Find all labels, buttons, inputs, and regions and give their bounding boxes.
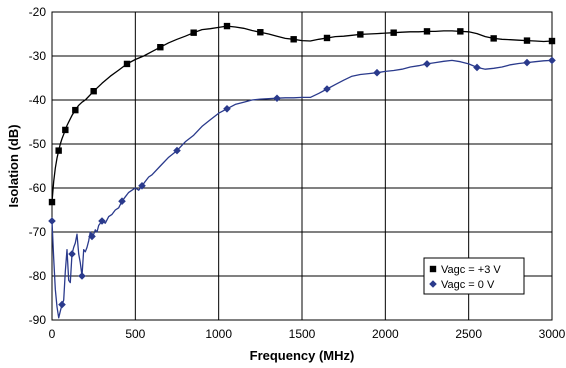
data-point-square (257, 29, 264, 36)
data-point-square (523, 37, 531, 44)
data-point-square (323, 34, 331, 42)
data-point-diamond (173, 146, 181, 155)
data-point-diamond (548, 56, 556, 65)
y-tick-label: -70 (29, 225, 47, 239)
plot-area (51, 11, 553, 321)
data-point-square (157, 44, 164, 51)
data-point-square (390, 29, 397, 36)
data-point-square (72, 106, 79, 114)
legend-label: Vagc = 0 V (441, 279, 495, 291)
data-point-diamond (223, 105, 231, 113)
series-line (51, 59, 553, 319)
data-point-diamond (273, 94, 281, 103)
y-tick-label: -80 (29, 269, 47, 283)
x-tick-label: 1500 (289, 327, 316, 341)
series-markers (48, 22, 556, 206)
data-point-diamond (523, 58, 531, 67)
y-tick-label: -60 (29, 181, 47, 195)
x-tick-label: 3000 (539, 327, 566, 341)
data-point-square (290, 36, 297, 43)
legend-entry: Vagc = 0 V (429, 279, 495, 291)
series-vagc-0v (48, 56, 556, 319)
data-point-square (190, 29, 197, 36)
data-point-diamond (138, 182, 146, 190)
x-tick-labels: 0 500 1000 1500 2000 2500 3000 (49, 327, 566, 341)
x-tick-label: 0 (49, 327, 56, 341)
data-point-diamond (68, 250, 76, 258)
legend: Vagc = +3 V Vagc = 0 V (423, 257, 525, 295)
series-layer (48, 22, 556, 319)
data-point-square (357, 31, 364, 38)
y-tick-label: -30 (29, 49, 47, 63)
x-axis-title: Frequency (MHz) (250, 348, 355, 363)
x-tick-label: 2500 (455, 327, 482, 341)
data-point-diamond (373, 68, 381, 77)
data-point-square (90, 88, 97, 95)
data-point-square (48, 198, 56, 206)
data-point-diamond (98, 217, 106, 225)
data-point-square (490, 35, 497, 42)
data-point-diamond (88, 232, 96, 241)
data-point-diamond (118, 197, 126, 205)
data-point-diamond (78, 272, 86, 280)
x-tick-label: 2000 (372, 327, 399, 341)
data-point-square (223, 22, 231, 30)
data-point-diamond (473, 63, 481, 72)
y-tick-labels: -20 -30 -40 -50 -60 -70 -80 -90 (29, 5, 47, 327)
data-point-square (123, 60, 131, 68)
data-point-diamond (48, 217, 56, 225)
data-point-diamond (58, 300, 66, 309)
legend-marker (429, 280, 437, 288)
legend-marker (429, 265, 437, 273)
legend-label: Vagc = +3 V (441, 264, 501, 276)
data-point-square (548, 37, 556, 45)
data-point-diamond (423, 60, 431, 68)
legend-entry: Vagc = +3 V (429, 264, 501, 276)
legend-box (423, 257, 525, 295)
x-tick-label: 500 (125, 327, 145, 341)
y-axis-title: Isolation (dB) (6, 124, 21, 207)
series-vagc-3v (48, 22, 556, 206)
y-tick-label: -20 (29, 5, 47, 19)
x-tick-label: 1000 (205, 327, 232, 341)
data-point-square (55, 147, 62, 154)
data-point-square (423, 28, 431, 35)
data-point-square (62, 126, 69, 134)
y-tick-label: -90 (29, 313, 47, 327)
data-point-diamond (323, 85, 331, 93)
data-point-square (457, 28, 464, 35)
y-tick-label: -50 (29, 137, 47, 151)
y-tick-label: -40 (29, 93, 47, 107)
series-markers (48, 56, 556, 309)
